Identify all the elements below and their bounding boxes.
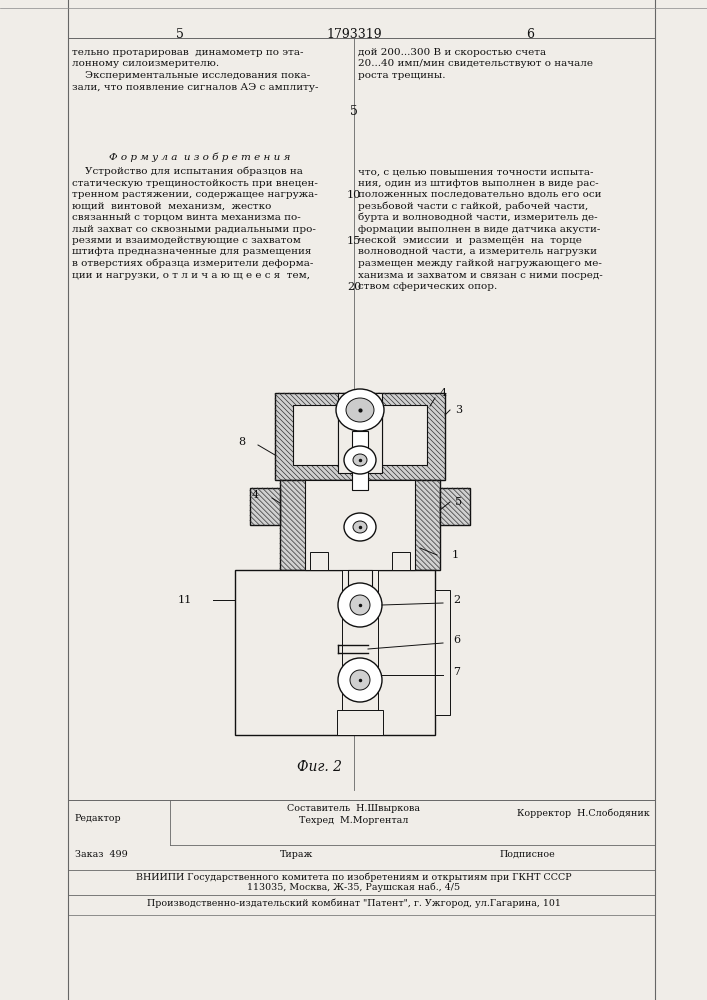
Bar (235, 570, 435, 735)
Text: 20: 20 (347, 282, 361, 292)
Text: связанный с торцом винта механизма по-: связанный с торцом винта механизма по- (72, 213, 300, 222)
Text: дой 200...300 В и скоростью счета: дой 200...300 В и скоростью счета (358, 48, 546, 57)
Text: 1: 1 (452, 550, 459, 560)
Text: Корректор  Н.Слободяник: Корректор Н.Слободяник (518, 808, 650, 818)
Text: 7: 7 (453, 667, 460, 677)
Text: Экспериментальные исследования пока-: Экспериментальные исследования пока- (72, 71, 310, 80)
Text: что, с целью повышения точности испыта-: что, с целью повышения точности испыта- (358, 167, 593, 176)
Text: Редактор: Редактор (75, 814, 122, 823)
Text: положенных последовательно вдоль его оси: положенных последовательно вдоль его оси (358, 190, 602, 199)
Text: Тираж: Тираж (280, 850, 313, 859)
Text: в отверстиях образца измерители деформа-: в отверстиях образца измерители деформа- (72, 259, 313, 268)
Text: 6: 6 (526, 28, 534, 41)
Text: 2: 2 (453, 595, 460, 605)
Bar (382, 405, 427, 465)
Text: ния, один из штифтов выполнен в виде рас-: ния, один из штифтов выполнен в виде рас… (358, 178, 599, 188)
Text: 4: 4 (440, 388, 447, 398)
Text: размещен между гайкой нагружающего ме-: размещен между гайкой нагружающего ме- (358, 259, 602, 268)
Ellipse shape (353, 454, 367, 466)
Text: Ф о р м у л а  и з о б р е т е н и я: Ф о р м у л а и з о б р е т е н и я (110, 153, 291, 162)
Bar (392, 552, 410, 570)
Text: тельно протарировав  динамометр по эта-: тельно протарировав динамометр по эта- (72, 48, 303, 57)
Text: резьбовой части с гайкой, рабочей части,: резьбовой части с гайкой, рабочей части, (358, 202, 588, 211)
Text: Составитель  Н.Швыркова: Составитель Н.Швыркова (288, 804, 421, 813)
Text: ханизма и захватом и связан с ними посред-: ханизма и захватом и связан с ними посре… (358, 270, 603, 279)
Text: лонному силоизмерителю.: лонному силоизмерителю. (72, 60, 219, 68)
Bar (275, 393, 445, 480)
Ellipse shape (344, 513, 376, 541)
Bar (348, 570, 372, 615)
Text: Техред  М.Моргентал: Техред М.Моргентал (299, 816, 409, 825)
Bar (310, 552, 328, 570)
Text: формации выполнен в виде датчика акусти-: формации выполнен в виде датчика акусти- (358, 225, 600, 233)
Text: Подписное: Подписное (500, 850, 556, 859)
Text: ВНИИПИ Государственного комитета по изобретениям и открытиям при ГКНТ СССР: ВНИИПИ Государственного комитета по изоб… (136, 873, 572, 882)
Text: тренном растяжении, содержащее нагружа-: тренном растяжении, содержащее нагружа- (72, 190, 317, 199)
Text: 1793319: 1793319 (326, 28, 382, 41)
Bar (250, 488, 280, 525)
Bar (352, 431, 368, 490)
Text: ции и нагрузки, о т л и ч а ю щ е е с я  тем,: ции и нагрузки, о т л и ч а ю щ е е с я … (72, 270, 310, 279)
Text: 10: 10 (347, 190, 361, 200)
Text: Фиг. 2: Фиг. 2 (298, 760, 342, 774)
Text: волноводной части, а измеритель нагрузки: волноводной части, а измеритель нагрузки (358, 247, 597, 256)
Text: 113035, Москва, Ж-35, Раушская наб., 4/5: 113035, Москва, Ж-35, Раушская наб., 4/5 (247, 883, 460, 892)
Text: 4: 4 (252, 490, 259, 500)
Text: 6: 6 (453, 635, 460, 645)
Text: ющий  винтовой  механизм,  жестко: ющий винтовой механизм, жестко (72, 202, 271, 211)
Circle shape (350, 595, 370, 615)
Ellipse shape (344, 446, 376, 474)
Text: Устройство для испытания образцов на: Устройство для испытания образцов на (72, 167, 303, 176)
Text: 5: 5 (350, 105, 358, 118)
Bar (440, 488, 470, 525)
Text: 20...40 имп/мин свидетельствуют о начале: 20...40 имп/мин свидетельствуют о начале (358, 60, 593, 68)
Circle shape (338, 583, 382, 627)
Text: 5: 5 (455, 497, 462, 507)
Text: Заказ  499: Заказ 499 (75, 850, 128, 859)
Text: штифта предназначенные для размещения: штифта предназначенные для размещения (72, 247, 311, 256)
Bar (338, 393, 382, 473)
Text: 3: 3 (455, 405, 462, 415)
Bar (280, 480, 440, 570)
Circle shape (338, 658, 382, 702)
Bar (435, 590, 450, 715)
Ellipse shape (346, 398, 374, 422)
Text: бурта и волноводной части, измеритель де-: бурта и волноводной части, измеритель де… (358, 213, 597, 223)
Text: Производственно-издательский комбинат "Патент", г. Ужгород, ул.Гагарина, 101: Производственно-издательский комбинат "П… (147, 898, 561, 908)
Circle shape (350, 670, 370, 690)
Text: резями и взаимодействующие с захватом: резями и взаимодействующие с захватом (72, 236, 301, 245)
Text: ством сферических опор.: ством сферических опор. (358, 282, 497, 291)
Text: 11: 11 (178, 595, 192, 605)
Ellipse shape (353, 521, 367, 533)
Text: зали, что появление сигналов АЭ с амплиту-: зали, что появление сигналов АЭ с амплит… (72, 83, 318, 92)
Ellipse shape (336, 389, 384, 431)
Bar (293, 405, 338, 465)
Bar (305, 480, 415, 570)
Text: 8: 8 (238, 437, 245, 447)
Text: роста трещины.: роста трещины. (358, 71, 445, 80)
Text: статическую трещиностойкость при внецен-: статическую трещиностойкость при внецен- (72, 178, 318, 188)
Text: 5: 5 (176, 28, 184, 41)
Text: ческой  эмиссии  и  размещён  на  торце: ческой эмиссии и размещён на торце (358, 236, 582, 245)
Bar (342, 570, 378, 735)
Bar (337, 710, 383, 735)
Text: 15: 15 (347, 236, 361, 246)
Text: лый захват со сквозными радиальными про-: лый захват со сквозными радиальными про- (72, 225, 316, 233)
